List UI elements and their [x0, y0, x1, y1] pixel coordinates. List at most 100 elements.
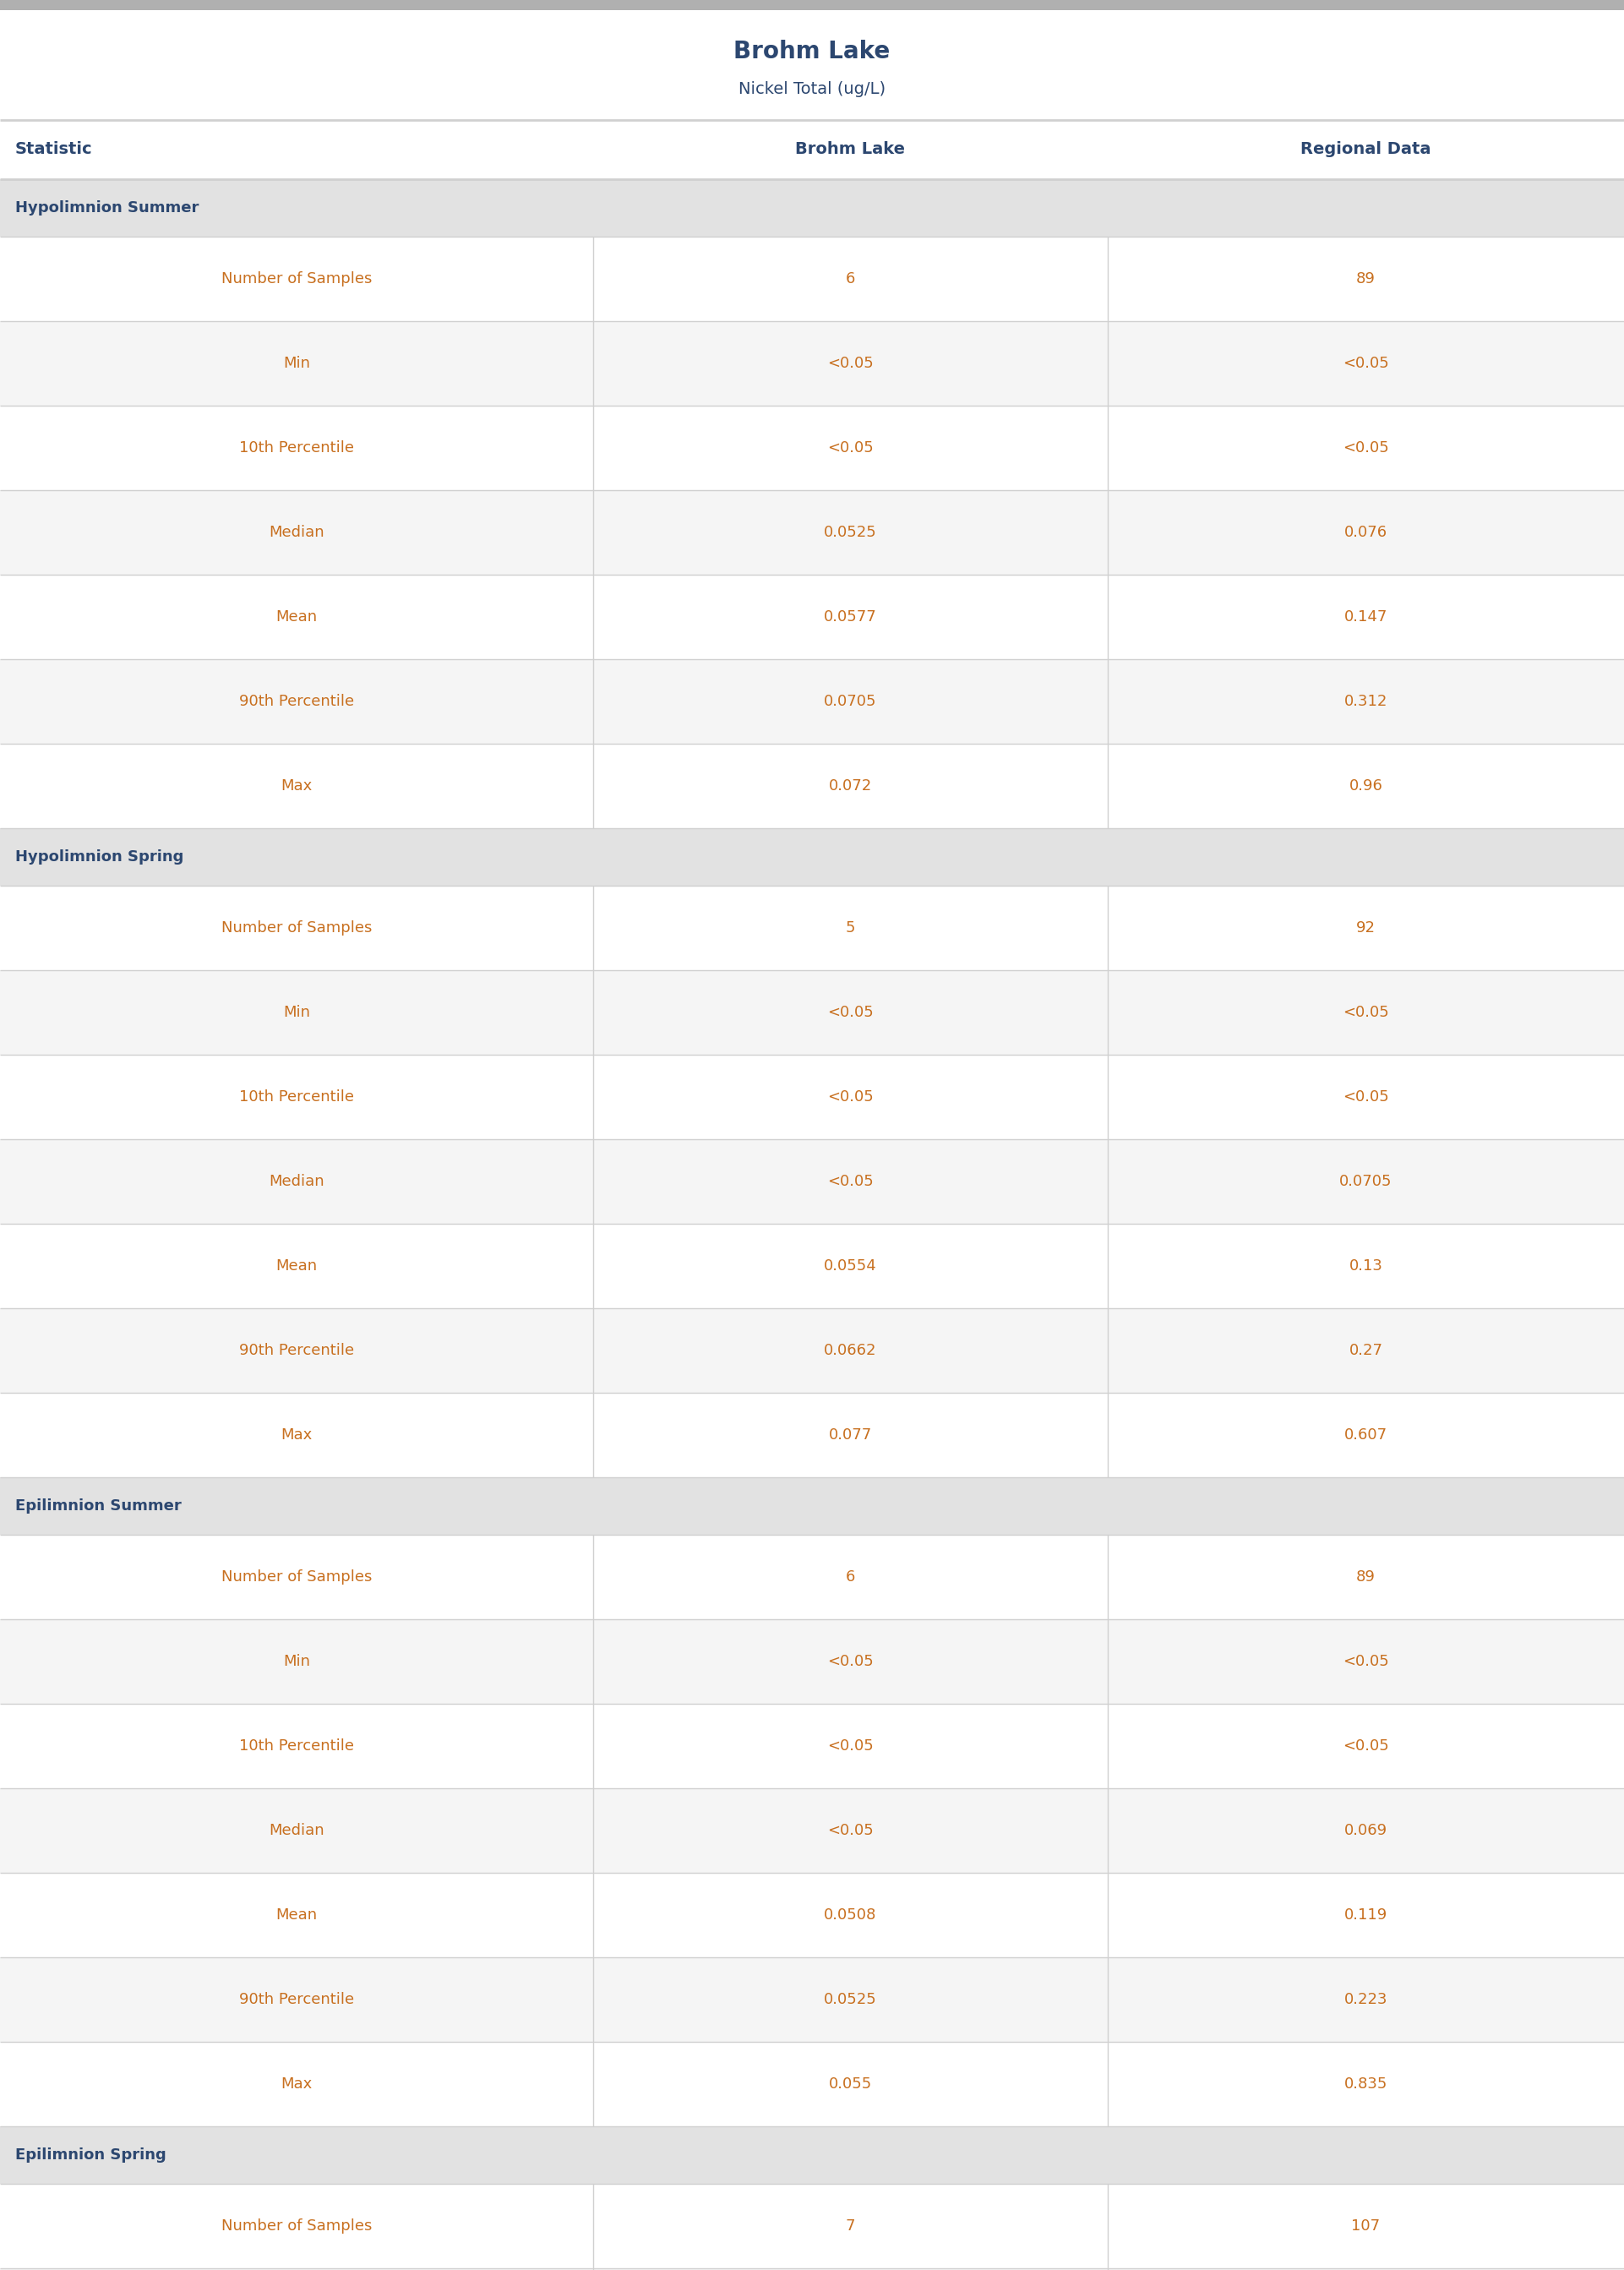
Text: 10th Percentile: 10th Percentile [239, 1739, 354, 1755]
Text: <0.05: <0.05 [827, 440, 874, 456]
Text: 0.13: 0.13 [1350, 1258, 1382, 1273]
Text: 0.0705: 0.0705 [823, 695, 877, 708]
Bar [0, 1224, 1624, 1308]
Bar [0, 1789, 1624, 1873]
Text: 0.607: 0.607 [1345, 1428, 1387, 1444]
Bar [0, 1535, 1624, 1619]
Bar [0, 1619, 1624, 1705]
Text: 6: 6 [846, 1569, 854, 1584]
Text: Number of Samples: Number of Samples [221, 1569, 372, 1584]
Bar [0, 9, 1624, 120]
Text: Max: Max [281, 779, 312, 794]
Text: 6: 6 [846, 272, 854, 286]
Text: 0.0705: 0.0705 [1340, 1174, 1392, 1189]
Bar [0, 2127, 1624, 2184]
Text: 92: 92 [1356, 919, 1376, 935]
Text: Mean: Mean [276, 608, 317, 624]
Text: 0.27: 0.27 [1350, 1344, 1382, 1357]
Text: 5: 5 [846, 919, 854, 935]
Text: 0.0508: 0.0508 [823, 1907, 877, 1923]
Text: 0.069: 0.069 [1345, 1823, 1387, 1839]
Bar [0, 829, 1624, 885]
Bar [0, 1056, 1624, 1140]
Text: 90th Percentile: 90th Percentile [239, 695, 354, 708]
Bar [0, 1705, 1624, 1789]
Text: Median: Median [268, 1174, 325, 1189]
Text: Mean: Mean [276, 1258, 317, 1273]
Text: 90th Percentile: 90th Percentile [239, 1344, 354, 1357]
Text: 89: 89 [1356, 1569, 1376, 1584]
Bar [0, 1957, 1624, 2041]
Text: Hypolimnion Spring: Hypolimnion Spring [15, 849, 184, 865]
Bar [0, 658, 1624, 745]
Text: 0.223: 0.223 [1345, 1993, 1387, 2007]
Text: Statistic: Statistic [15, 141, 93, 157]
Text: Epilimnion Spring: Epilimnion Spring [15, 2147, 166, 2163]
Text: 89: 89 [1356, 272, 1376, 286]
Bar [0, 745, 1624, 829]
Bar [0, 1478, 1624, 1535]
Text: Min: Min [283, 356, 310, 370]
Text: Min: Min [283, 1006, 310, 1019]
Text: <0.05: <0.05 [827, 1090, 874, 1105]
Text: 0.0525: 0.0525 [823, 524, 877, 540]
Text: 0.0525: 0.0525 [823, 1993, 877, 2007]
Text: <0.05: <0.05 [827, 1174, 874, 1189]
Bar [0, 574, 1624, 658]
Text: Min: Min [283, 1655, 310, 1668]
Text: <0.05: <0.05 [827, 1823, 874, 1839]
Text: <0.05: <0.05 [827, 1655, 874, 1668]
Bar [0, 490, 1624, 574]
Text: <0.05: <0.05 [1343, 440, 1389, 456]
Bar [0, 1394, 1624, 1478]
Text: 7: 7 [846, 2218, 854, 2234]
Bar [0, 120, 1624, 179]
Text: <0.05: <0.05 [827, 1739, 874, 1755]
Text: 0.077: 0.077 [828, 1428, 872, 1444]
Bar [0, 1873, 1624, 1957]
Text: <0.05: <0.05 [827, 1006, 874, 1019]
Text: 0.147: 0.147 [1345, 608, 1387, 624]
Bar [0, 969, 1624, 1056]
Bar [0, 236, 1624, 320]
Text: Number of Samples: Number of Samples [221, 919, 372, 935]
Text: <0.05: <0.05 [1343, 1090, 1389, 1105]
Bar [0, 1308, 1624, 1394]
Text: 10th Percentile: 10th Percentile [239, 1090, 354, 1105]
Text: <0.05: <0.05 [1343, 1739, 1389, 1755]
Text: 0.312: 0.312 [1345, 695, 1387, 708]
Text: Median: Median [268, 1823, 325, 1839]
Text: Brohm Lake: Brohm Lake [796, 141, 905, 157]
Text: 0.835: 0.835 [1345, 2077, 1387, 2091]
Text: Brohm Lake: Brohm Lake [734, 41, 890, 64]
Text: Regional Data: Regional Data [1301, 141, 1431, 157]
Text: Median: Median [268, 524, 325, 540]
Text: Nickel Total (ug/L): Nickel Total (ug/L) [739, 82, 885, 98]
Text: <0.05: <0.05 [1343, 356, 1389, 370]
Text: <0.05: <0.05 [1343, 1655, 1389, 1668]
Text: Max: Max [281, 2077, 312, 2091]
Text: 0.119: 0.119 [1345, 1907, 1387, 1923]
Text: Number of Samples: Number of Samples [221, 2218, 372, 2234]
Text: 107: 107 [1351, 2218, 1380, 2234]
Text: 0.0577: 0.0577 [823, 608, 877, 624]
Text: 0.0662: 0.0662 [823, 1344, 877, 1357]
Bar [0, 179, 1624, 236]
Bar [0, 406, 1624, 490]
Bar [0, 885, 1624, 969]
Text: 0.072: 0.072 [828, 779, 872, 794]
Text: Mean: Mean [276, 1907, 317, 1923]
Text: 0.076: 0.076 [1345, 524, 1387, 540]
Text: Epilimnion Summer: Epilimnion Summer [15, 1498, 182, 1514]
Bar [0, 320, 1624, 406]
Text: 10th Percentile: 10th Percentile [239, 440, 354, 456]
Text: Number of Samples: Number of Samples [221, 272, 372, 286]
Text: 0.055: 0.055 [828, 2077, 872, 2091]
Text: Hypolimnion Summer: Hypolimnion Summer [15, 200, 198, 216]
Bar [0, 0, 1624, 9]
Text: Max: Max [281, 1428, 312, 1444]
Text: <0.05: <0.05 [827, 356, 874, 370]
Text: 90th Percentile: 90th Percentile [239, 1993, 354, 2007]
Bar [0, 2041, 1624, 2127]
Text: <0.05: <0.05 [1343, 1006, 1389, 1019]
